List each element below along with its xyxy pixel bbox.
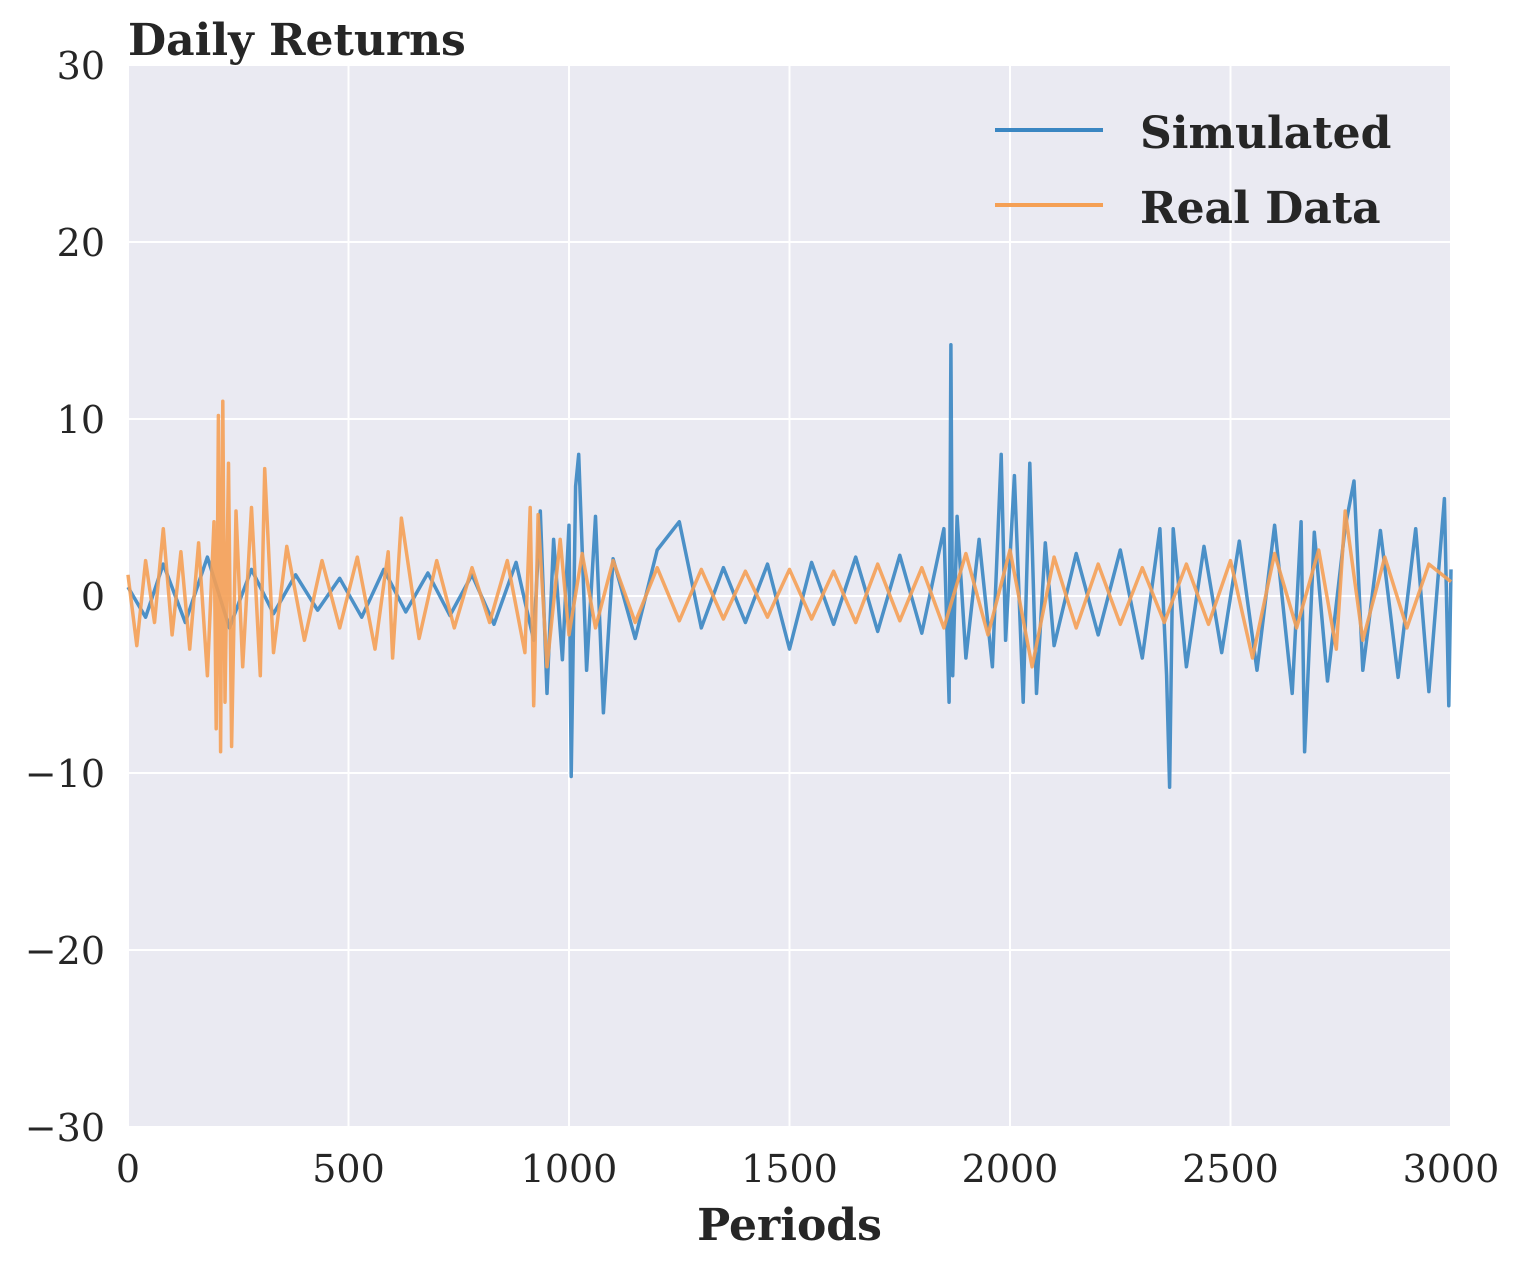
chart-title: Daily Returns bbox=[128, 15, 466, 66]
x-tick-label: 3000 bbox=[1403, 1147, 1500, 1191]
y-tick-label: 20 bbox=[57, 221, 105, 265]
series-line-real-data bbox=[126, 399, 1453, 754]
x-tick-label: 2500 bbox=[1182, 1147, 1279, 1191]
legend-label-real-data: Real Data bbox=[1140, 183, 1381, 234]
x-tick-label: 1000 bbox=[521, 1147, 618, 1191]
x-tick-label: 0 bbox=[116, 1147, 140, 1191]
x-tick-label: 1500 bbox=[741, 1147, 838, 1191]
y-tick-label: −10 bbox=[25, 752, 105, 796]
y-tick-labels: −30 −20 −10 0 10 20 30 bbox=[25, 44, 105, 1150]
y-tick-label: 0 bbox=[81, 575, 105, 619]
series-lines bbox=[126, 342, 1453, 789]
x-tick-labels: 0 500 1000 1500 2000 2500 3000 bbox=[116, 1147, 1499, 1191]
y-tick-label: −20 bbox=[25, 929, 105, 973]
x-axis-label: Periods bbox=[697, 1200, 882, 1251]
y-tick-label: 10 bbox=[57, 398, 105, 442]
legend-label-simulated: Simulated bbox=[1140, 108, 1391, 159]
x-tick-label: 2000 bbox=[962, 1147, 1059, 1191]
y-tick-label: 30 bbox=[57, 44, 105, 88]
legend: Simulated Real Data bbox=[995, 108, 1391, 234]
y-tick-label: −30 bbox=[25, 1106, 105, 1150]
x-tick-label: 500 bbox=[312, 1147, 385, 1191]
